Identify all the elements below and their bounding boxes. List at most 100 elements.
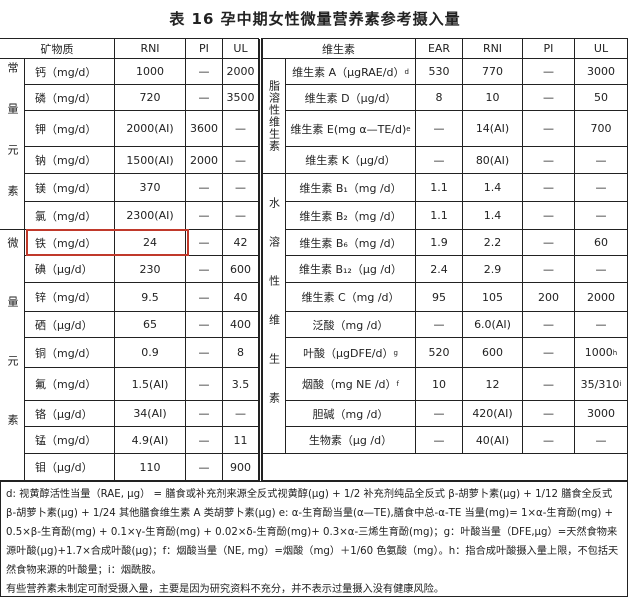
vitamin-ul: — <box>574 146 628 174</box>
mineral-ul: — <box>222 146 259 174</box>
vitamin-pi-text: — <box>543 262 554 276</box>
vitamin-ul: — <box>574 311 628 338</box>
mineral-rni: 65 <box>114 311 186 338</box>
mineral-pi: — <box>185 282 223 312</box>
vitamin-ear-text: — <box>433 407 445 420</box>
mineral-name: 铜（mg/d） <box>24 337 115 368</box>
mineral-ul-text: 3.5 <box>231 377 250 391</box>
vitamin-ear-text: 95 <box>432 290 446 304</box>
mineral-name-text: 铬（μg/d） <box>35 407 93 421</box>
vitamin-name: 维生素 D（μg/d） <box>285 84 416 111</box>
mineral-pi: 2000 <box>185 146 223 174</box>
mineral-rni-text: 2000(AI) <box>126 122 174 135</box>
mineral-ul-text: 11 <box>233 433 248 447</box>
header-rni: RNI <box>114 38 186 59</box>
group-macro-text: 常量元素 <box>6 62 19 226</box>
mineral-pi-text: — <box>198 91 210 104</box>
mineral-rni-text: 110 <box>139 460 161 474</box>
header-ul-text: UL <box>233 42 248 55</box>
vitamin-rni: 14(AI) <box>462 110 523 147</box>
mineral-ul: 2000 <box>222 58 259 85</box>
mineral-name-text: 钙（mg/d） <box>35 65 97 79</box>
vitamin-name-text: 维生素 B₆（mg /d） <box>299 236 402 250</box>
mineral-name-text: 氯（mg/d） <box>35 209 97 223</box>
vitamin-ul: 3000 <box>574 58 628 85</box>
vitamin-rni-text: 6.0(AI) <box>474 318 511 331</box>
vitamin-ear-text: 2.4 <box>430 262 448 276</box>
vitamin-pi: — <box>522 229 575 256</box>
mineral-rni-text: 230 <box>139 262 161 276</box>
header-pi: PI <box>185 38 223 59</box>
vitamin-ear: — <box>415 426 463 454</box>
vitamin-ear: 10 <box>415 367 463 401</box>
vitamin-rni: 2.9 <box>462 255 523 283</box>
mineral-pi-text: — <box>198 262 210 276</box>
vitamin-name: 维生素 B₆（mg /d） <box>285 229 416 256</box>
mineral-ul-text: 42 <box>233 236 248 249</box>
mineral-pi: — <box>185 229 223 256</box>
vitamin-ul-text: 3000 <box>587 407 615 420</box>
mineral-ul-text: 8 <box>237 346 244 359</box>
highlight-box-iron <box>26 229 189 256</box>
mineral-rni: 2000(AI) <box>114 110 186 147</box>
group-water-soluble-text: 水溶性维生素 <box>267 196 281 431</box>
mineral-ul: 42 <box>222 229 259 256</box>
vitamin-name: 维生素 B₂（mg /d） <box>285 201 416 230</box>
vitamin-ul: 3000 <box>574 400 628 427</box>
mineral-name-text: 碘（μg/d） <box>35 263 93 276</box>
vitamin-ear-text: 10 <box>432 377 446 391</box>
vitamin-rni: 1.4 <box>462 201 523 230</box>
vitamin-pi: — <box>522 146 575 174</box>
table-divider <box>259 39 263 481</box>
mineral-pi-text: — <box>198 460 210 474</box>
footnote-marker: i <box>619 380 622 388</box>
mineral-rni: 720 <box>114 84 186 111</box>
mineral-pi: — <box>185 367 223 401</box>
vitamin-name: 叶酸（μgDFE/d） g <box>285 337 416 368</box>
mineral-name: 钠（mg/d） <box>24 146 115 174</box>
vitamin-ul: — <box>574 426 628 454</box>
vitamin-name: 维生素 B₁₂（μg /d） <box>285 255 416 283</box>
mineral-ul-text: — <box>235 209 246 222</box>
vitamin-ear-text: — <box>433 153 445 167</box>
mineral-ul-text: 2000 <box>226 65 255 78</box>
vitamin-ear: 8 <box>415 84 463 111</box>
mineral-name-text: 铁（mg/d） <box>35 236 97 250</box>
header-mineral-text: 矿物质 <box>40 42 74 56</box>
mineral-rni: 0.9 <box>114 337 186 368</box>
mineral-ul: 8 <box>222 337 259 368</box>
mineral-name-text: 锌（mg/d） <box>35 291 97 304</box>
vitamin-ul: 50 <box>574 84 628 111</box>
mineral-pi: — <box>185 173 223 202</box>
mineral-name-text: 钼（μg/d） <box>35 461 93 474</box>
mineral-name: 钙（mg/d） <box>24 58 115 85</box>
mineral-name: 硒（μg/d） <box>24 311 115 338</box>
vitamin-name-text: 生物素（μg /d） <box>308 434 393 447</box>
mineral-name: 氯（mg/d） <box>24 201 115 230</box>
mineral-name-text: 硒（μg/d） <box>35 318 93 332</box>
mineral-rni-text: 34(AI) <box>133 407 167 420</box>
mineral-name: 铬（μg/d） <box>24 400 115 427</box>
mineral-rni-text: 24 <box>143 236 157 249</box>
mineral-rni-text: 1500(AI) <box>126 153 174 167</box>
vitamin-ear: 1.1 <box>415 173 463 202</box>
vitamin-pi-text: — <box>543 153 554 167</box>
mineral-ul-text: 900 <box>230 460 251 474</box>
vitamin-name: 维生素 E(mg α—TE/d) e <box>285 110 416 147</box>
mineral-rni-text: 9.5 <box>141 290 159 304</box>
vitamin-ear-text: 530 <box>428 65 450 78</box>
vitamin-pi-text: — <box>543 122 554 135</box>
vitamin-rni: 2.2 <box>462 229 523 256</box>
header-vitamin-text: 维生素 <box>322 42 355 56</box>
mineral-pi-text: — <box>198 209 210 222</box>
vitamin-ul: 1000 h <box>574 337 628 368</box>
vitamin-ul-text: 60 <box>594 236 608 249</box>
vitamin-rni-text: 1.4 <box>483 181 502 194</box>
vitamin-name-text: 维生素 B₁₂（μg /d） <box>298 263 403 276</box>
vitamin-rni: 600 <box>462 337 523 368</box>
vitamin-ear: — <box>415 146 463 174</box>
mineral-rni: 1.5(AI) <box>114 367 186 401</box>
vitamin-pi: — <box>522 311 575 338</box>
vitamin-rni-text: 80(AI) <box>475 153 510 167</box>
vitamin-name: 胆碱（mg /d） <box>285 400 416 427</box>
